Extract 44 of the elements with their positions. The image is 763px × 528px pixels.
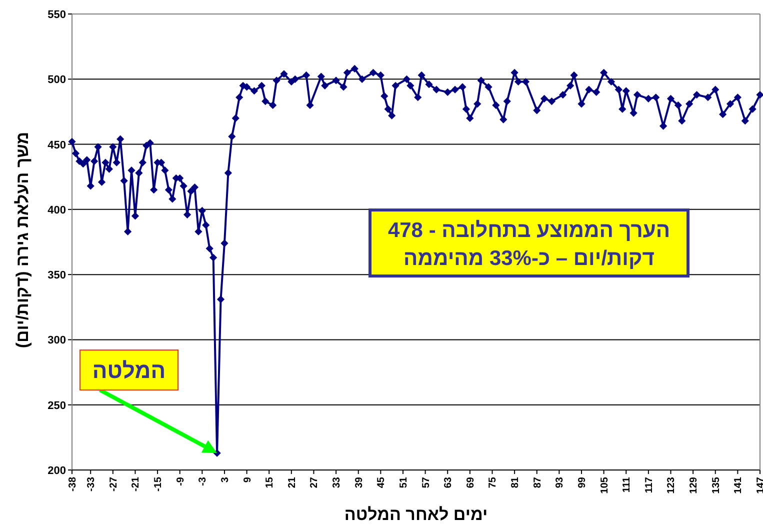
y-axis-title: משך העלאת גירה (דקות/יום)	[13, 132, 32, 348]
x-tick-label: 123	[666, 476, 678, 494]
x-tick-label: -38	[68, 476, 78, 492]
x-tick-label: 99	[576, 476, 588, 488]
y-tick-label: 200	[48, 465, 66, 477]
x-tick-label: 33	[332, 476, 343, 488]
x-tick-label: -15	[153, 476, 164, 492]
x-tick-label: 27	[309, 476, 320, 488]
annotation: דקות/יום – כ-33% מהיממה	[404, 247, 654, 270]
y-tick-label: 300	[48, 334, 66, 347]
x-tick-label: -9	[175, 476, 186, 486]
x-tick-label: 57	[420, 476, 432, 488]
x-tick-label: 3	[220, 476, 231, 483]
x-axis-title: ימים לאחר המלטה	[344, 505, 488, 524]
y-tick-label: 350	[48, 270, 66, 282]
x-tick-label: -27	[108, 476, 120, 492]
annotation: הערך הממוצע בתחלובה - 478	[388, 219, 670, 242]
x-tick-label: 9	[242, 476, 254, 483]
y-tick-label: 250	[48, 400, 66, 412]
x-tick-label: -3	[198, 476, 209, 486]
x-tick-label: 135	[710, 476, 722, 494]
y-tick-label: 450	[48, 139, 66, 152]
x-tick-label: 93	[554, 476, 566, 488]
x-tick-label: 111	[622, 476, 633, 493]
y-tick-label: 400	[48, 204, 66, 216]
x-tick-label: 51	[398, 476, 410, 488]
x-tick-label: -33	[86, 476, 98, 492]
x-tick-label: 21	[286, 476, 298, 488]
x-tick-label: -21	[130, 476, 142, 492]
x-tick-label: 75	[488, 476, 499, 488]
x-tick-label: 45	[376, 476, 388, 488]
x-tick-label: 141	[733, 476, 744, 494]
x-tick-label: 117	[644, 476, 655, 494]
x-tick-label: 105	[599, 476, 610, 494]
x-tick-label: 63	[443, 476, 454, 488]
annotation: המלטה	[92, 358, 166, 383]
y-tick-label: 500	[48, 74, 66, 86]
x-tick-label: 81	[510, 476, 522, 488]
x-tick-label: 87	[532, 476, 544, 488]
x-tick-label: 69	[465, 476, 476, 488]
x-tick-label: 129	[688, 476, 700, 494]
y-tick-label: 550	[48, 9, 66, 21]
x-tick-label: 39	[354, 476, 365, 488]
x-tick-label: 15	[264, 476, 276, 488]
